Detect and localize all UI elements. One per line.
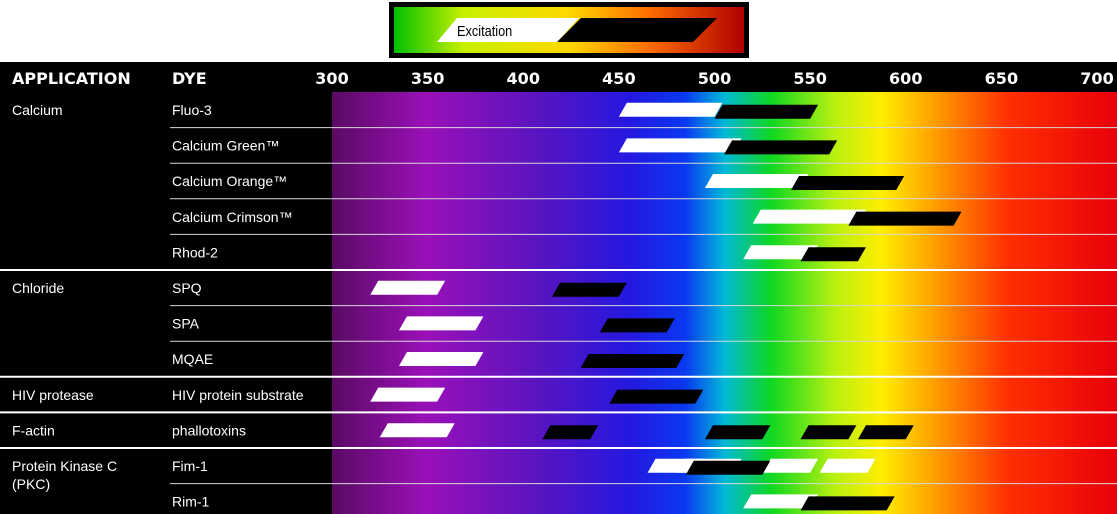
excitation-bar: [752, 209, 866, 224]
emission-bar: [800, 496, 895, 511]
header-bar: [0, 62, 1117, 92]
excitation-bar: [819, 458, 876, 473]
dye-label: MQAE: [172, 351, 213, 367]
dye-label: Rim-1: [172, 494, 210, 510]
excitation-bar: [743, 494, 819, 509]
dye-label: SPQ: [172, 280, 202, 296]
x-tick-label: 400: [507, 69, 540, 88]
excitation-bar: [762, 458, 819, 473]
excitation-bar: [370, 280, 446, 295]
emission-bar: [791, 176, 905, 190]
application-header: APPLICATION: [12, 69, 131, 88]
emission-bar: [580, 354, 685, 368]
excitation-bar: [618, 102, 723, 117]
emission-bar: [848, 211, 962, 226]
emission-bar: [857, 425, 914, 440]
x-tick-label: 500: [698, 69, 731, 88]
dye-header: DYE: [172, 69, 207, 88]
dye-label: Fluo-3: [172, 102, 212, 118]
x-tick-label: 650: [985, 69, 1018, 88]
x-tick-label: 600: [889, 69, 922, 88]
excitation-bar: [370, 387, 446, 402]
dye-label: SPA: [172, 316, 200, 332]
dye-label: Calcium Crimson™: [172, 209, 293, 225]
dye-label: Calcium Green™: [172, 138, 279, 154]
dye-label: HIV protein substrate: [172, 387, 304, 403]
excitation-bar: [398, 316, 484, 331]
emission-bar: [724, 140, 838, 155]
excitation-legend-swatch: [437, 18, 579, 42]
dye-label: phallotoxins: [172, 422, 246, 438]
emission-bar: [800, 425, 857, 440]
emission-bar: [599, 318, 675, 333]
application-label: HIV protease: [12, 387, 94, 403]
x-tick-label: 450: [602, 69, 635, 88]
application-label: Protein Kinase C: [12, 458, 117, 474]
emission-bar: [542, 425, 599, 440]
excitation-bar: [704, 174, 809, 188]
x-tick-label: 700: [1080, 69, 1113, 88]
excitation-legend-label: Excitation: [457, 23, 513, 40]
emission-bar: [609, 389, 704, 404]
application-label: Calcium: [12, 102, 63, 118]
dye-label: Rhod-2: [172, 244, 218, 260]
dye-label: Calcium Orange™: [172, 173, 287, 189]
emission-bar: [551, 282, 627, 297]
emission-bar: [685, 460, 771, 475]
x-tick-label: 300: [315, 69, 348, 88]
spectrum-band: [332, 92, 1117, 514]
legend: Excitation Emission: [389, 2, 749, 58]
application-label: Chloride: [12, 280, 64, 296]
emission-legend-swatch: [557, 18, 717, 42]
excitation-bar: [743, 245, 819, 260]
application-label: F-actin: [12, 422, 55, 438]
x-tick-label: 350: [411, 69, 444, 88]
excitation-bar: [379, 423, 455, 438]
excitation-bar: [398, 352, 484, 366]
emission-legend-label: Emission: [605, 23, 657, 40]
dye-label: Fim-1: [172, 458, 208, 474]
application-label: (PKC): [12, 476, 50, 492]
x-tick-label: 550: [793, 69, 826, 88]
emission-bar: [714, 104, 819, 119]
emission-bar: [704, 425, 771, 440]
excitation-bar: [618, 138, 742, 153]
emission-bar: [800, 247, 866, 262]
